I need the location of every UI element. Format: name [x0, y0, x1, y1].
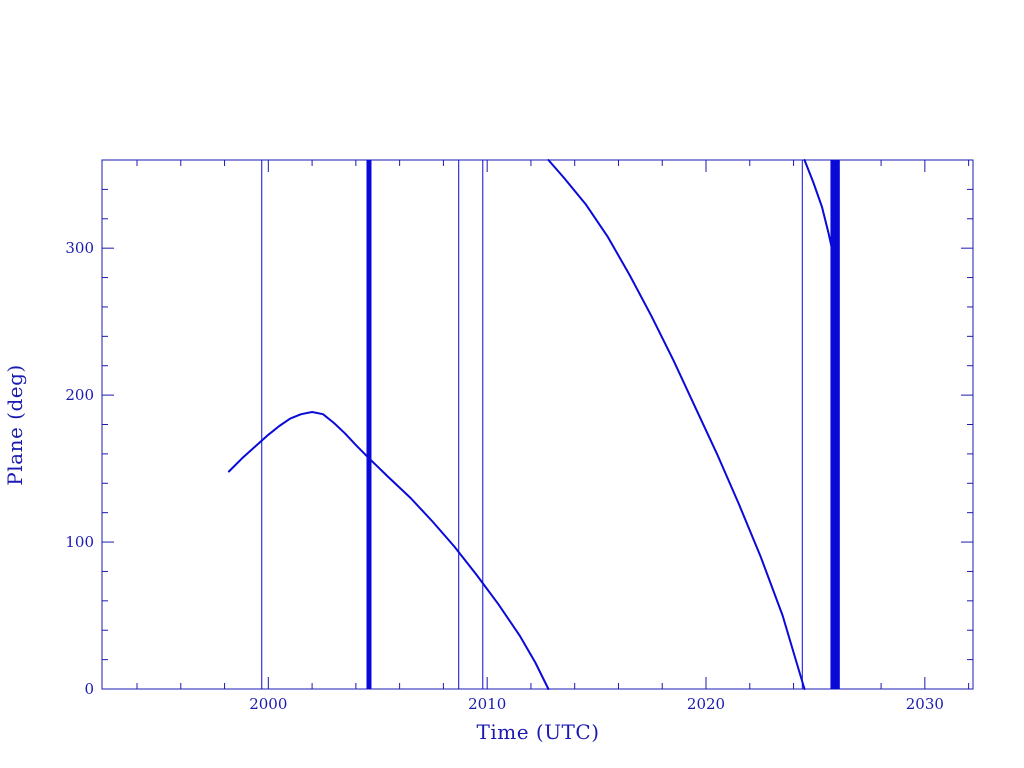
y-tick-label: 0: [84, 680, 94, 698]
x-tick-label: 2030: [906, 695, 944, 713]
vertical-markers: [261, 160, 840, 689]
y-tick-label: 300: [65, 239, 94, 257]
y-tick-label: 200: [65, 386, 94, 404]
x-tick-label: 2020: [687, 695, 725, 713]
series-line: [803, 159, 837, 264]
minor-ticks: [102, 159, 973, 689]
y-tick-label: 100: [65, 533, 94, 551]
x-tick-label: 2010: [468, 695, 506, 713]
x-tick-label: 2000: [249, 695, 287, 713]
tick-labels: 2000 2010 2020 2030 0 100 200 300: [65, 239, 944, 713]
x-axis-title: Time (UTC): [477, 720, 600, 744]
plot-frame: [101, 159, 974, 690]
series-line: [547, 159, 806, 690]
series-group: [227, 159, 837, 690]
series-line: [227, 411, 550, 690]
y-axis-title: Plane (deg): [3, 364, 27, 485]
major-ticks: [102, 160, 973, 690]
